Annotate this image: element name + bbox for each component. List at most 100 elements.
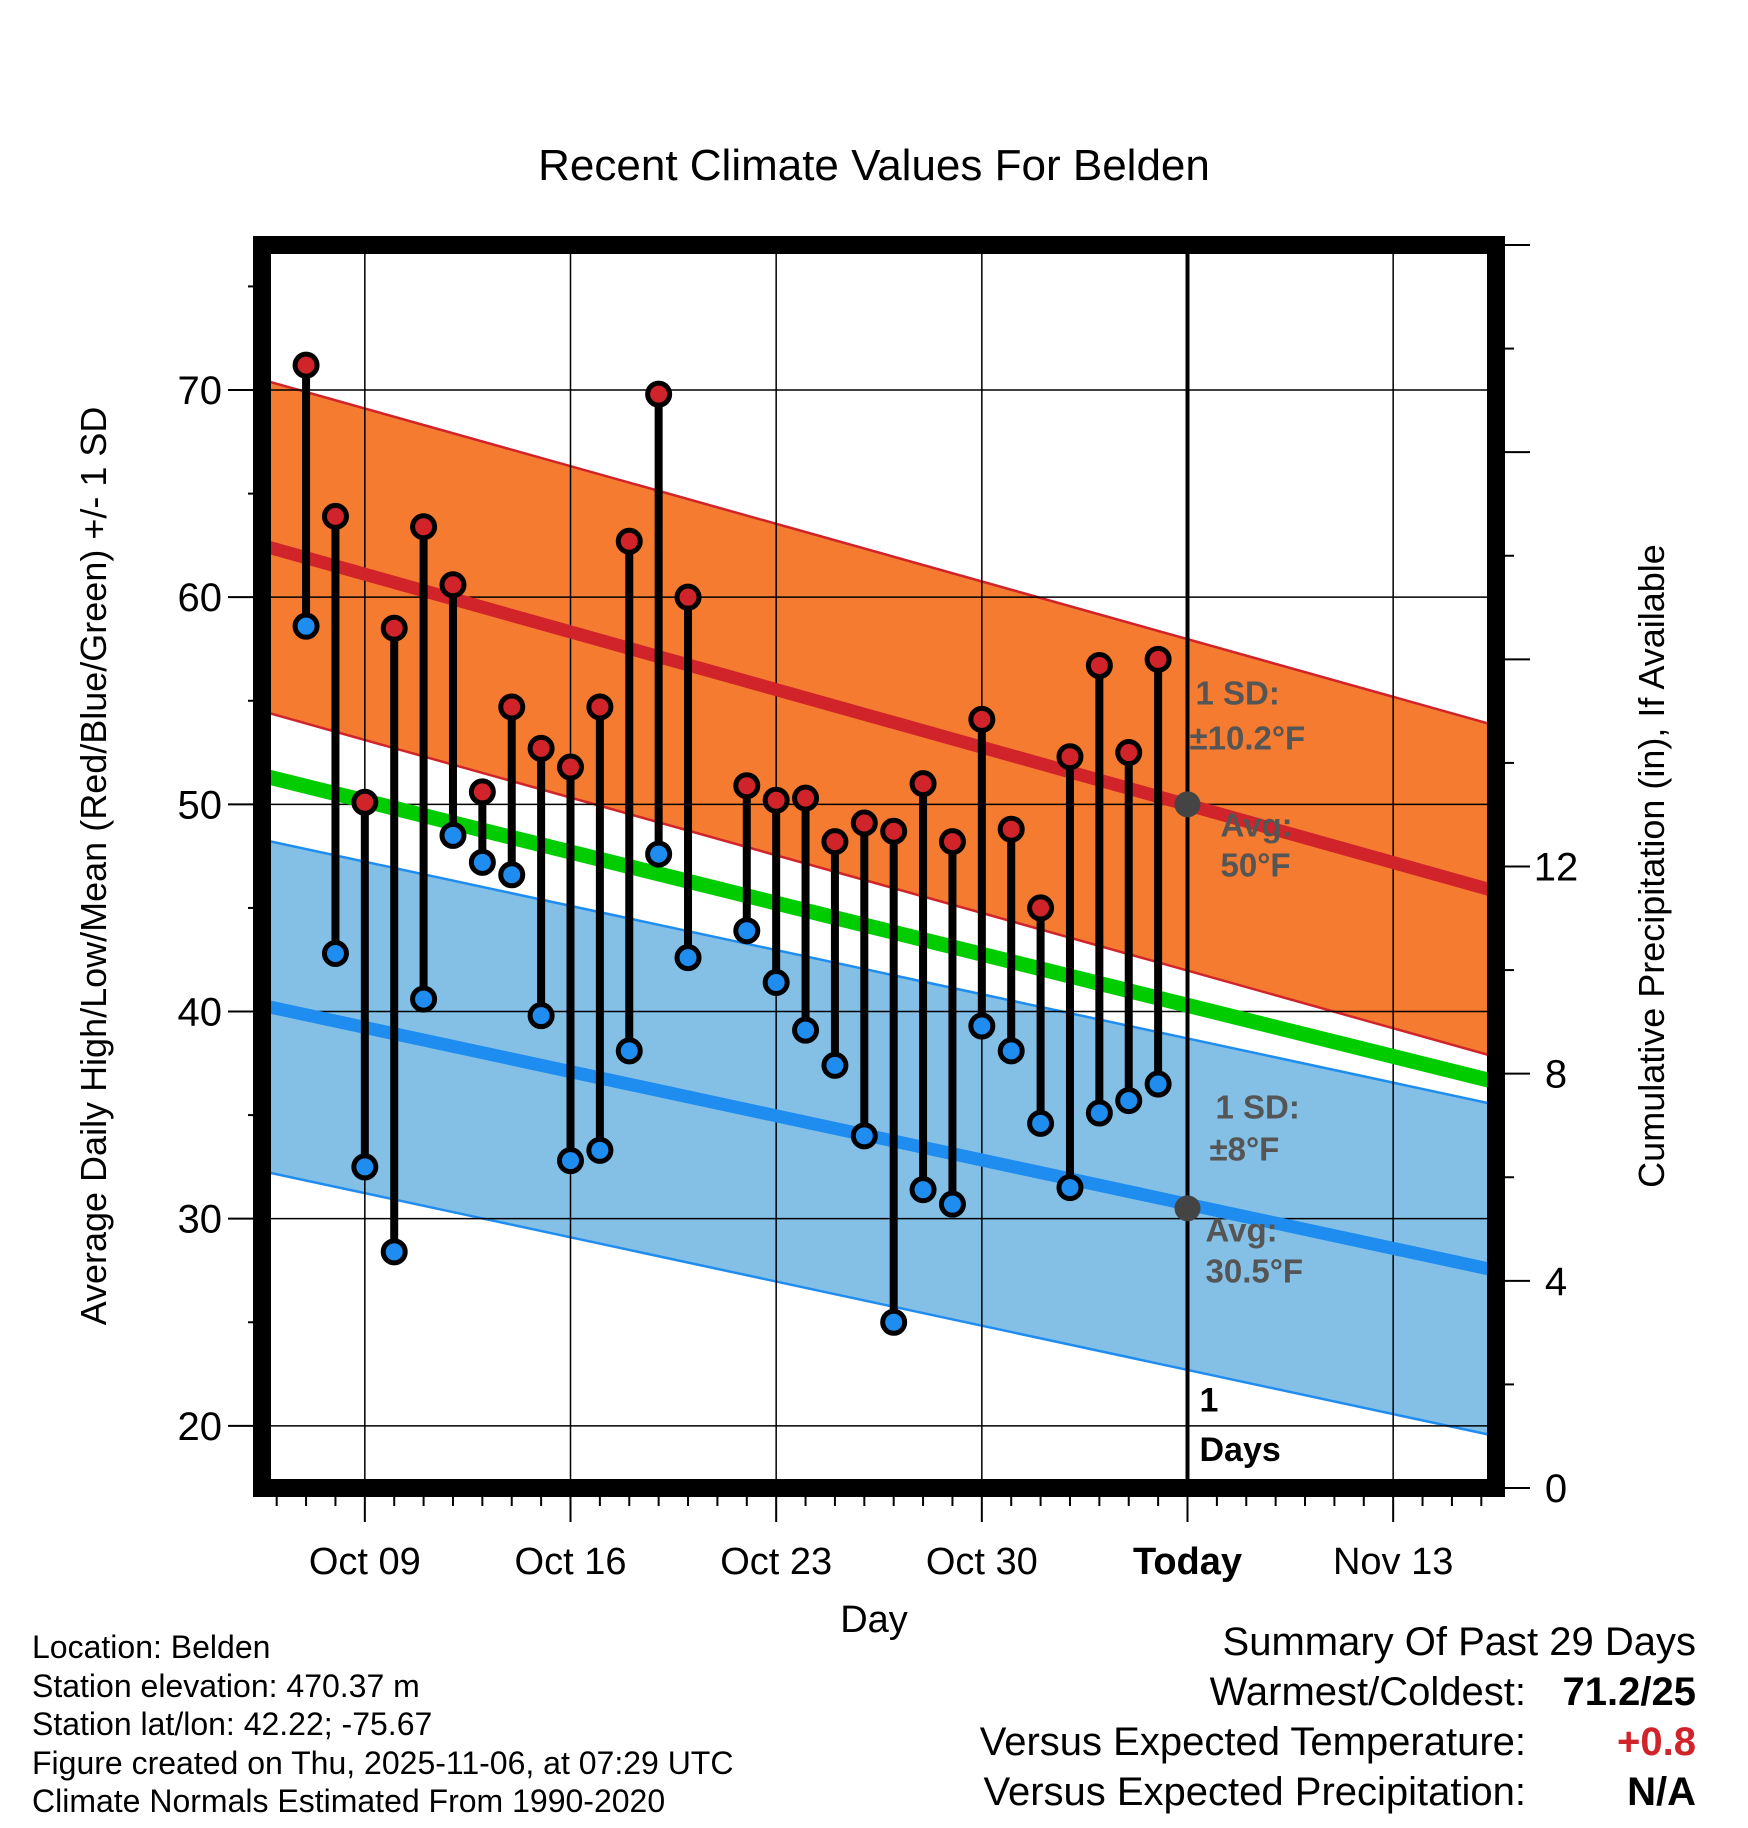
x-tick-label-0: Today <box>1133 1541 1242 1583</box>
low-point <box>1115 1087 1143 1115</box>
observation-day--25 <box>439 571 467 849</box>
high-point <box>880 817 908 845</box>
low-point <box>1085 1099 1113 1127</box>
low-point <box>586 1136 614 1164</box>
high-point <box>380 614 408 642</box>
chart-title: Recent Climate Values For Belden <box>538 141 1210 190</box>
y-tick-label-30: 30 <box>178 1198 223 1242</box>
high-avg-label-line2: 50°F <box>1221 846 1291 883</box>
station-info: Location: Belden Station elevation: 470.… <box>32 1628 733 1821</box>
y2-tick-label-12: 12 <box>1534 846 1579 890</box>
low-point <box>968 1012 996 1040</box>
created-text: Figure created on Thu, 2025-11-06, at 07… <box>32 1744 734 1781</box>
y-tick-label-20: 20 <box>178 1405 223 1449</box>
precip-value: N/A <box>1627 1770 1696 1814</box>
x-tick-label--7: Oct 30 <box>926 1541 1038 1583</box>
low-point <box>880 1308 908 1336</box>
high-point <box>1115 739 1143 767</box>
high-point <box>968 705 996 733</box>
elevation-text: Station elevation: 470.37 m <box>32 1667 420 1704</box>
low-point <box>850 1122 878 1150</box>
high-point <box>909 770 937 798</box>
observation-day--2 <box>1115 739 1143 1115</box>
today-low-avg-marker <box>1174 1195 1201 1222</box>
high-point <box>351 788 379 816</box>
low-point <box>410 985 438 1013</box>
y-tick-label-70: 70 <box>178 369 223 413</box>
low-point <box>792 1016 820 1044</box>
precip-label: Versus Expected Precipitation: <box>983 1770 1526 1814</box>
low-point <box>557 1147 584 1175</box>
high-point <box>1144 645 1172 673</box>
low-sd-label-line2: ±8°F <box>1210 1130 1280 1167</box>
observation-day--11 <box>850 809 878 1150</box>
location-text: Location: Belden <box>32 1629 271 1665</box>
x-tick-label--14: Oct 23 <box>720 1541 832 1583</box>
y-tick-label-60: 60 <box>178 576 223 620</box>
low-point <box>645 840 673 868</box>
high-point <box>527 734 555 762</box>
x-tick-label--28: Oct 09 <box>309 1541 421 1583</box>
observation-day--18 <box>645 380 673 868</box>
high-point <box>468 778 496 806</box>
high-point <box>850 809 878 837</box>
high-normal-line <box>262 539 1496 898</box>
observation-day--3 <box>1085 652 1113 1127</box>
low-point <box>498 861 526 889</box>
high-point <box>645 380 673 408</box>
x-axis-label: Day <box>840 1599 908 1641</box>
observation-day--4 <box>1056 743 1084 1202</box>
today-high-avg-marker <box>1174 791 1201 818</box>
low-point <box>733 917 761 945</box>
y2-tick-label-0: 0 <box>1545 1467 1567 1511</box>
temp-label: Versus Expected Temperature: <box>979 1720 1526 1764</box>
observation-day--24 <box>468 778 496 876</box>
high-sd-label-line2: ±10.2°F <box>1190 719 1306 756</box>
low-point <box>909 1176 937 1204</box>
summary-title: Summary Of Past 29 Days <box>1222 1620 1696 1664</box>
observation-day--29 <box>321 502 349 968</box>
observation-day--20 <box>586 693 614 1164</box>
observation-day--17 <box>674 583 702 972</box>
low-point <box>380 1238 408 1266</box>
low-point <box>527 1002 555 1030</box>
y-tick-label-50: 50 <box>178 783 223 827</box>
x-tick-label-7: Nov 13 <box>1333 1541 1453 1583</box>
low-point <box>1144 1070 1172 1098</box>
low-avg-label-line2: 30.5°F <box>1206 1252 1304 1289</box>
normals-text: Climate Normals Estimated From 1990-2020 <box>32 1783 666 1819</box>
days-count-label: 1 <box>1200 1381 1219 1419</box>
high-avg-label-line1: Avg: <box>1221 806 1293 843</box>
observation-day--8 <box>938 828 966 1218</box>
observation-day--15 <box>733 772 761 945</box>
high-point <box>615 527 643 555</box>
x-tick-label--21: Oct 16 <box>515 1541 627 1583</box>
low-point <box>468 848 496 876</box>
observation-day--27 <box>380 614 408 1266</box>
observation-day--5 <box>1027 894 1055 1137</box>
summary-panel: Summary Of Past 29 Days Warmest/Coldest:… <box>796 1620 1696 1820</box>
high-point <box>292 351 320 379</box>
high-point <box>674 583 702 611</box>
y-axis-label: Average Daily High/Low/Mean (Red/Blue/Gr… <box>73 407 114 1326</box>
y2-tick-label-8: 8 <box>1545 1053 1567 1097</box>
high-sd-band-lower-edge <box>262 709 1496 1059</box>
low-point <box>997 1037 1025 1065</box>
warmest-value: 71.2/25 <box>1562 1670 1696 1714</box>
high-point <box>1085 652 1113 680</box>
mean-normal-line <box>262 768 1496 1090</box>
high-point <box>498 693 526 721</box>
low-sd-band-lower-edge <box>262 1169 1496 1438</box>
high-point <box>733 772 761 800</box>
high-point <box>997 815 1025 843</box>
observation-day--9 <box>909 770 937 1204</box>
low-point <box>1056 1174 1084 1202</box>
low-sd-band-upper-edge <box>262 838 1496 1106</box>
y2-tick-label-4: 4 <box>1545 1260 1567 1304</box>
high-point <box>557 753 584 781</box>
observation-day--1 <box>1144 645 1172 1098</box>
high-point <box>762 786 790 814</box>
observation-day--26 <box>410 513 438 1013</box>
observation-day--28 <box>351 788 379 1181</box>
observation-day--21 <box>557 753 584 1175</box>
